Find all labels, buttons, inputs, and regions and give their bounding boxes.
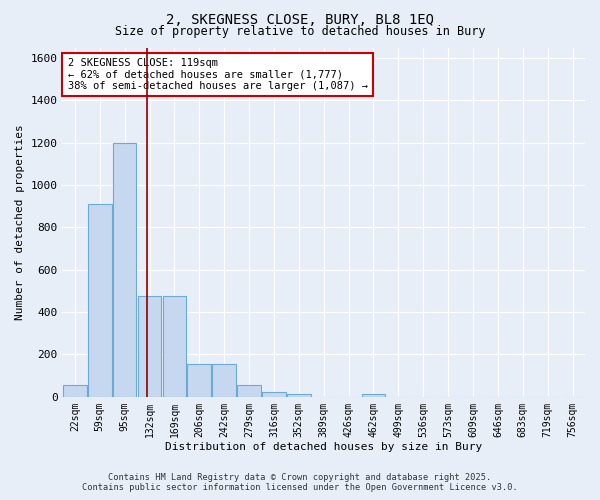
Bar	[187, 364, 211, 397]
X-axis label: Distribution of detached houses by size in Bury: Distribution of detached houses by size …	[165, 442, 482, 452]
Text: 2, SKEGNESS CLOSE, BURY, BL8 1EQ: 2, SKEGNESS CLOSE, BURY, BL8 1EQ	[166, 12, 434, 26]
Bar	[212, 364, 236, 397]
Text: Size of property relative to detached houses in Bury: Size of property relative to detached ho…	[115, 25, 485, 38]
Text: 2 SKEGNESS CLOSE: 119sqm
← 62% of detached houses are smaller (1,777)
38% of sem: 2 SKEGNESS CLOSE: 119sqm ← 62% of detach…	[68, 58, 368, 91]
Bar	[113, 143, 136, 397]
Y-axis label: Number of detached properties: Number of detached properties	[15, 124, 25, 320]
Bar	[287, 394, 311, 397]
Bar	[362, 394, 385, 397]
Bar	[63, 385, 86, 397]
Bar	[237, 385, 261, 397]
Bar	[163, 296, 186, 397]
Text: Contains HM Land Registry data © Crown copyright and database right 2025.
Contai: Contains HM Land Registry data © Crown c…	[82, 473, 518, 492]
Bar	[88, 204, 112, 397]
Bar	[262, 392, 286, 397]
Bar	[137, 296, 161, 397]
